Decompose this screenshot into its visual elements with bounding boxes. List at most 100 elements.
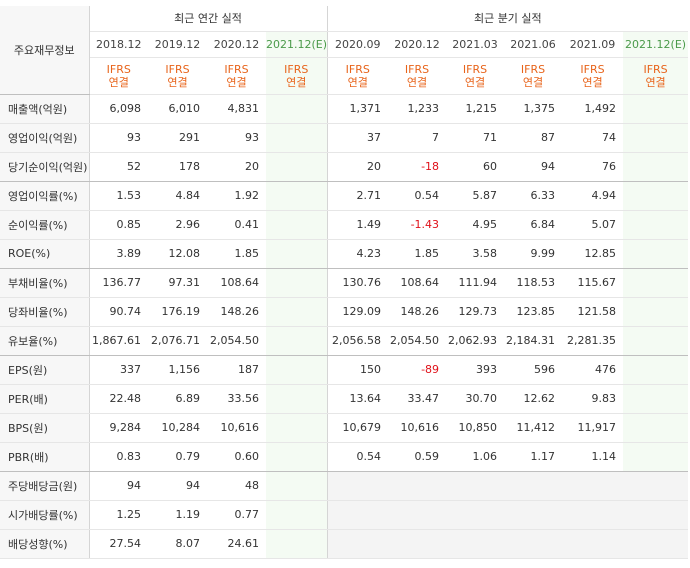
value-cell <box>266 529 328 559</box>
value-cell: 148.26 <box>388 297 447 327</box>
row-label: 배당성향(%) <box>0 529 90 559</box>
value-cell: 0.83 <box>89 442 148 472</box>
ifrs-consolidated-label: IFRS 연결 <box>388 57 447 95</box>
value-cell: 1.19 <box>148 500 207 530</box>
table-row: 배당성향(%) 27.54 8.07 24.61 <box>0 529 689 559</box>
value-cell: 0.85 <box>89 210 148 240</box>
value-cell: 9,284 <box>89 413 148 443</box>
value-cell: 1.85 <box>388 239 447 269</box>
value-cell: 1.53 <box>89 181 148 211</box>
period-header: 2021.09 <box>562 31 624 58</box>
value-cell: 0.54 <box>388 181 447 211</box>
table-row: 영업이익률(%) 1.53 4.84 1.92 2.71 0.54 5.87 6.33 4.94 <box>0 181 689 211</box>
value-cell: 123.85 <box>504 297 563 327</box>
row-label: PBR(배) <box>0 442 90 472</box>
row-label: 당기순이익(억원) <box>0 152 90 182</box>
value-cell <box>446 529 505 559</box>
period-header: 2020.12 <box>207 31 266 58</box>
value-cell <box>326 529 389 559</box>
value-cell: 2,054.50 <box>388 326 447 356</box>
row-label: 유보율(%) <box>0 326 90 356</box>
value-cell <box>266 268 328 298</box>
value-cell: 2,054.50 <box>207 326 266 356</box>
period-header: 2021.06 <box>504 31 563 58</box>
value-cell: 1,492 <box>562 94 624 124</box>
row-label: 시가배당률(%) <box>0 500 90 530</box>
value-cell: 11,412 <box>504 413 563 443</box>
ifrs-consolidated-label: IFRS 연결 <box>623 57 689 95</box>
period-header: 2021.12(E) <box>623 31 689 58</box>
value-cell: 1.85 <box>207 239 266 269</box>
value-cell: 178 <box>148 152 207 182</box>
value-cell: 93 <box>89 123 148 153</box>
value-cell: 22.48 <box>89 384 148 414</box>
value-cell: 0.60 <box>207 442 266 472</box>
value-cell <box>388 500 447 530</box>
value-cell <box>562 500 624 530</box>
value-cell: 10,679 <box>326 413 389 443</box>
value-cell: 30.70 <box>446 384 505 414</box>
value-cell: 2,076.71 <box>148 326 207 356</box>
value-cell: 12.08 <box>148 239 207 269</box>
quarter-section-title: 최근 분기 실적 <box>326 6 689 32</box>
value-cell: -1.43 <box>388 210 447 240</box>
ifrs-consolidated-label: IFRS 연결 <box>562 57 624 95</box>
row-label: PER(배) <box>0 384 90 414</box>
value-cell: 1.49 <box>326 210 389 240</box>
ifrs-consolidated-label: IFRS 연결 <box>326 57 389 95</box>
period-header: 2020.12 <box>388 31 447 58</box>
value-cell: 1.25 <box>89 500 148 530</box>
value-cell <box>623 500 689 530</box>
value-cell <box>623 94 689 124</box>
value-cell: 4,831 <box>207 94 266 124</box>
value-cell <box>266 239 328 269</box>
label-column-header: 주요재무정보 <box>0 6 90 95</box>
value-cell: 94 <box>148 471 207 501</box>
table-row: EPS(원) 337 1,156 187 150 -89 393 596 476 <box>0 355 689 385</box>
table-row: 당기순이익(억원) 52 178 20 20 -18 60 94 76 <box>0 152 689 182</box>
value-cell: 1.92 <box>207 181 266 211</box>
value-cell: 2.71 <box>326 181 389 211</box>
value-cell <box>623 355 689 385</box>
value-cell <box>623 326 689 356</box>
value-cell <box>266 471 328 501</box>
value-cell <box>623 152 689 182</box>
value-cell <box>623 413 689 443</box>
row-label: 영업이익률(%) <box>0 181 90 211</box>
value-cell: 9.99 <box>504 239 563 269</box>
table-row: 유보율(%) 1,867.61 2,076.71 2,054.50 2,056.58 2,… <box>0 326 689 356</box>
ifrs-consolidated-label: IFRS 연결 <box>446 57 505 95</box>
table-row: 매출액(억원) 6,098 6,010 4,831 1,371 1,233 1,215 1,3… <box>0 94 689 124</box>
table-row: BPS(원) 9,284 10,284 10,616 10,679 10,616 10,85… <box>0 413 689 443</box>
period-header: 2018.12 <box>89 31 148 58</box>
row-label: BPS(원) <box>0 413 90 443</box>
value-cell: 111.94 <box>446 268 505 298</box>
value-cell: 10,616 <box>207 413 266 443</box>
value-cell <box>266 123 328 153</box>
row-label: 당좌비율(%) <box>0 297 90 327</box>
value-cell <box>266 384 328 414</box>
value-cell: 94 <box>89 471 148 501</box>
value-cell: 74 <box>562 123 624 153</box>
value-cell <box>446 500 505 530</box>
value-cell: 94 <box>504 152 563 182</box>
value-cell <box>388 471 447 501</box>
value-cell: 2.96 <box>148 210 207 240</box>
value-cell: 90.74 <box>89 297 148 327</box>
value-cell <box>266 442 328 472</box>
value-cell: 1.14 <box>562 442 624 472</box>
value-cell: 76 <box>562 152 624 182</box>
ifrs-consolidated-label: IFRS 연결 <box>89 57 148 95</box>
row-label: 매출액(억원) <box>0 94 90 124</box>
value-cell: 4.95 <box>446 210 505 240</box>
value-cell <box>623 529 689 559</box>
value-cell <box>326 471 389 501</box>
value-cell: 52 <box>89 152 148 182</box>
value-cell: 93 <box>207 123 266 153</box>
value-cell: 12.85 <box>562 239 624 269</box>
value-cell <box>266 355 328 385</box>
value-cell <box>266 181 328 211</box>
value-cell: 176.19 <box>148 297 207 327</box>
value-cell: 8.07 <box>148 529 207 559</box>
value-cell: 12.62 <box>504 384 563 414</box>
